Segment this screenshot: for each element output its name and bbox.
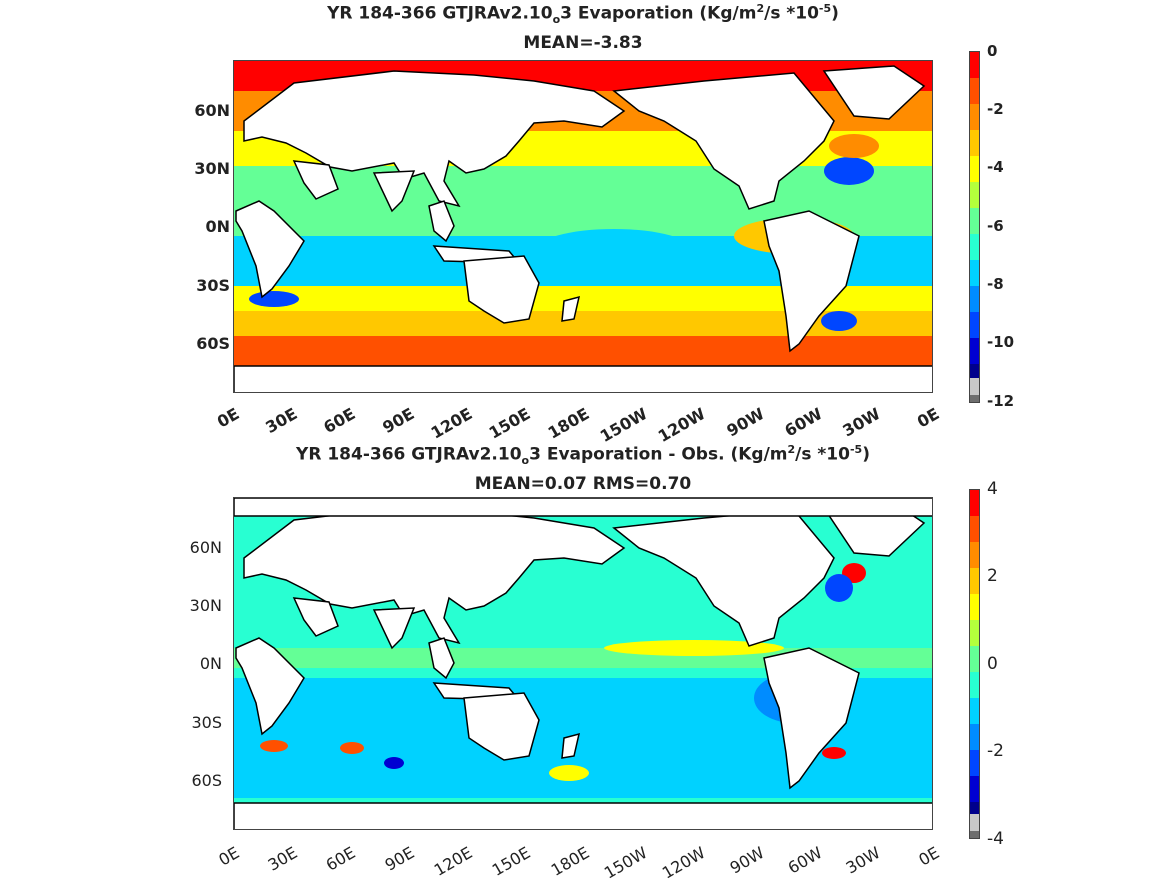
panel2-xtick: 0E: [215, 843, 243, 870]
land-greenland: [822, 65, 926, 120]
land-arabia: [292, 160, 339, 200]
panel2-colorbar-tick: 2: [987, 566, 998, 586]
ocean-feature: [340, 742, 364, 754]
panel1-title: YR 184-366 GTJRAv2.10o3 Evaporation (Kg/…: [327, 2, 839, 27]
panel2-xtick: 120E: [430, 843, 476, 880]
ocean-feature: [260, 740, 288, 752]
panel2-xtick: 30W: [842, 843, 884, 878]
land-africa: [235, 637, 305, 736]
panel2-map-svg: [234, 498, 932, 829]
panel2-map: [233, 497, 933, 830]
panel2-ytick: 30S: [191, 713, 222, 732]
land-arctic: [234, 498, 932, 517]
land-north-america: [612, 72, 835, 210]
panel1-subtitle: MEAN=-3.83: [523, 33, 643, 53]
panel2-xtick: 90W: [726, 843, 768, 878]
panel2-xtick: 120W: [658, 843, 709, 883]
panel1-map: [233, 60, 933, 393]
panel2-colorbar-tick: -4: [987, 829, 1004, 849]
ocean-feature: [822, 747, 846, 759]
ocean-band: [234, 336, 932, 366]
ocean-feature: [534, 229, 694, 273]
panel2-xtick: 60W: [784, 843, 826, 878]
land-eurasia: [243, 507, 626, 645]
panel1-map-svg: [234, 61, 932, 392]
panel2-colorbar-tick: 4: [987, 479, 998, 499]
panel2-xtick: 150E: [488, 843, 534, 880]
land-south-america: [763, 210, 860, 353]
land-india: [372, 607, 416, 650]
panel2-ytick: 60S: [191, 771, 222, 790]
land-australia: [463, 255, 540, 324]
panel1-colorbar-tick: -12: [987, 392, 1015, 410]
ocean-feature: [249, 291, 299, 307]
land-africa: [235, 200, 305, 299]
panel1-colorbar-tick: -4: [987, 158, 1004, 176]
panel1-colorbar-tick: -6: [987, 217, 1004, 235]
land-antarctica: [234, 802, 932, 829]
panel2-ytick: 30N: [189, 596, 222, 615]
panel1-colorbar: [969, 51, 980, 403]
ocean-feature: [384, 757, 404, 769]
panel1-ytick: 30N: [194, 159, 230, 178]
ocean-feature: [825, 574, 853, 602]
land-antarctica: [234, 365, 932, 392]
panel2-colorbar: [969, 489, 980, 839]
ocean-feature: [821, 311, 857, 331]
land-new-zealand: [561, 732, 581, 759]
land-india: [372, 170, 416, 213]
panel1-colorbar-tick: -10: [987, 333, 1015, 351]
panel1-ytick: 0N: [205, 217, 230, 236]
panel2-colorbar-tick: 0: [987, 654, 998, 674]
panel2-xtick: 150W: [600, 843, 651, 883]
panel2-subtitle: MEAN=0.07 RMS=0.70: [474, 474, 692, 494]
land-masses: [234, 498, 932, 829]
panel1-ytick: 60S: [196, 334, 230, 353]
ocean-feature: [824, 157, 874, 185]
panel1-ytick: 30S: [196, 276, 230, 295]
panel2-ytick: 0N: [199, 654, 222, 673]
panel2-xtick: 180E: [547, 843, 593, 880]
land-se-asia: [428, 637, 455, 680]
land-se-asia: [428, 200, 455, 243]
land-australia: [463, 692, 540, 761]
panel1-ytick: 60N: [194, 101, 230, 120]
ocean-feature: [549, 765, 589, 781]
ocean-feature: [604, 640, 784, 656]
panel2-xtick: 60E: [322, 843, 359, 875]
land-new-zealand: [561, 295, 581, 322]
panel2-xtick: 30E: [264, 843, 301, 875]
panel2-title: YR 184-366 GTJRAv2.10o3 Evaporation - Ob…: [296, 443, 870, 468]
land-masses: [234, 65, 932, 392]
panel1-colorbar-tick: -8: [987, 275, 1004, 293]
ocean-band: [234, 518, 932, 524]
panel2-xtick: 90E: [381, 843, 418, 875]
panel1-colorbar-tick: 0: [987, 42, 998, 60]
land-eurasia: [243, 70, 626, 208]
panel2-xtick: 0E: [915, 843, 943, 870]
ocean-feature: [829, 134, 879, 158]
land-north-america: [612, 509, 835, 647]
panel2-ytick: 60N: [189, 538, 222, 557]
panel2-colorbar-tick: -2: [987, 741, 1004, 761]
panel1-colorbar-tick: -2: [987, 100, 1004, 118]
land-south-america: [763, 647, 860, 790]
land-arabia: [292, 597, 339, 637]
